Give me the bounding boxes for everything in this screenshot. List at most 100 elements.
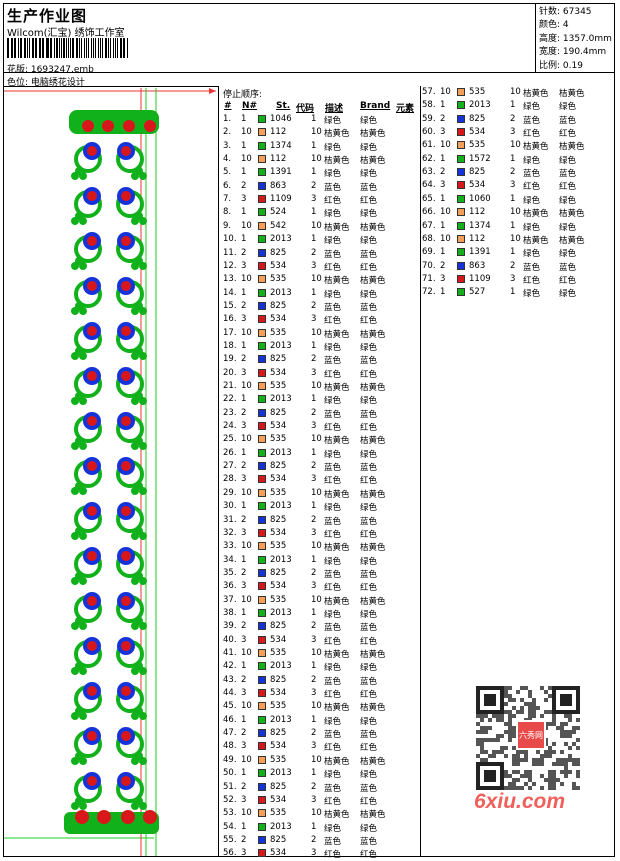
stop-description: 桔黄色 — [523, 235, 549, 246]
color-swatch — [258, 488, 266, 497]
stop-needle: 1 — [241, 234, 247, 245]
stop-code: 10 — [311, 541, 322, 552]
qr-module — [532, 702, 536, 706]
qr-module — [488, 738, 492, 742]
qr-module — [504, 786, 508, 790]
qr-module — [568, 758, 572, 762]
color-swatch — [258, 582, 266, 591]
stop-needle: 10 — [241, 541, 252, 552]
qr-module — [524, 782, 528, 786]
stop-code: 3 — [311, 367, 317, 378]
leaf — [75, 617, 83, 625]
color-swatch — [258, 568, 266, 577]
leaf — [135, 662, 143, 670]
stop-needle: 2 — [241, 728, 247, 739]
barcode-bar — [87, 38, 89, 58]
stop-code: 1 — [311, 234, 317, 245]
stop-needle: 1 — [440, 100, 446, 111]
stop-description: 绿色 — [523, 289, 541, 300]
stop-code: 3 — [510, 127, 516, 138]
barcode-bar — [27, 38, 29, 58]
embroidery-motifs — [64, 110, 159, 834]
stop-row: 45. 10 535 10 桔黄色 桔黄色 — [223, 701, 418, 714]
stop-number: 62. — [422, 153, 436, 164]
qr-module — [552, 722, 556, 726]
qr-module — [504, 702, 508, 706]
color-swatch — [457, 274, 465, 283]
stop-needle: 10 — [241, 487, 252, 498]
qr-module — [532, 706, 536, 710]
qr-module — [540, 774, 544, 778]
stop-needle: 2 — [241, 180, 247, 191]
qr-module — [492, 754, 496, 758]
qr-module — [488, 754, 492, 758]
color-swatch — [457, 221, 465, 230]
flower-center — [121, 281, 131, 291]
stop-brand: 绿色 — [360, 823, 378, 834]
qr-module — [500, 734, 504, 738]
stop-code: 1 — [311, 340, 317, 351]
stop-needle: 3 — [241, 848, 247, 859]
qr-module — [500, 718, 504, 722]
stop-stitches: 535 — [270, 434, 287, 445]
barcode-bar — [102, 38, 103, 58]
qr-module — [560, 770, 564, 774]
stop-number: 3. — [223, 140, 232, 151]
qr-module — [568, 770, 572, 774]
stop-stitches: 825 — [469, 167, 486, 178]
stop-number: 24. — [223, 421, 237, 432]
stop-code: 1 — [510, 287, 516, 298]
stop-stitches: 534 — [270, 367, 287, 378]
stop-row: 9. 10 542 10 桔黄色 桔黄色 — [223, 221, 418, 234]
stop-description: 绿色 — [324, 823, 342, 834]
stop-needle: 3 — [440, 127, 446, 138]
color-swatch — [457, 168, 465, 177]
stop-needle: 10 — [241, 808, 252, 819]
color-swatch — [258, 408, 266, 417]
stop-needle: 2 — [440, 167, 446, 178]
leaf — [135, 617, 143, 625]
leaf — [135, 797, 143, 805]
qr-logo: 六秀网 — [516, 720, 546, 750]
stop-stitches: 534 — [270, 474, 287, 485]
stop-brand: 绿色 — [360, 289, 378, 300]
stop-description: 红色 — [324, 743, 342, 754]
barcode-bar — [65, 38, 67, 58]
qr-module — [552, 782, 556, 786]
stop-brand: 红色 — [559, 129, 577, 140]
qr-module — [528, 702, 532, 706]
stop-stitches: 2013 — [270, 768, 292, 779]
stop-brand: 蓝色 — [360, 783, 378, 794]
stop-row: 41. 10 535 10 桔黄色 桔黄色 — [223, 648, 418, 661]
color-swatch — [258, 809, 266, 818]
flower-center — [121, 371, 131, 381]
stop-description: 绿色 — [523, 249, 541, 260]
barcode-bar — [68, 38, 70, 58]
stop-brand: 绿色 — [360, 609, 378, 620]
qr-module — [476, 730, 480, 734]
stop-stitches: 534 — [270, 634, 287, 645]
stop-description: 桔黄色 — [324, 329, 350, 340]
qr-module — [480, 738, 484, 742]
stop-brand: 绿色 — [360, 142, 378, 153]
qr-module — [572, 758, 576, 762]
color-swatch — [258, 168, 266, 177]
stop-number: 31. — [223, 514, 237, 525]
color-swatch — [258, 622, 266, 631]
stop-row: 13. 10 535 10 桔黄色 桔黄色 — [223, 274, 418, 287]
qr-module — [504, 754, 508, 758]
stop-code: 10 — [311, 154, 322, 165]
stop-stitches: 534 — [270, 581, 287, 592]
stop-code: 10 — [311, 701, 322, 712]
barcode-bar — [104, 38, 108, 58]
qr-module — [544, 726, 548, 730]
qr-module — [492, 738, 496, 742]
stop-row: 19. 2 825 2 蓝色 蓝色 — [223, 354, 418, 367]
stop-brand: 绿色 — [559, 249, 577, 260]
stop-needle: 3 — [241, 314, 247, 325]
qr-module — [540, 762, 544, 766]
qr-module — [516, 786, 520, 790]
stop-code: 1 — [311, 607, 317, 618]
qr-module — [528, 786, 532, 790]
qr-module — [480, 742, 484, 746]
